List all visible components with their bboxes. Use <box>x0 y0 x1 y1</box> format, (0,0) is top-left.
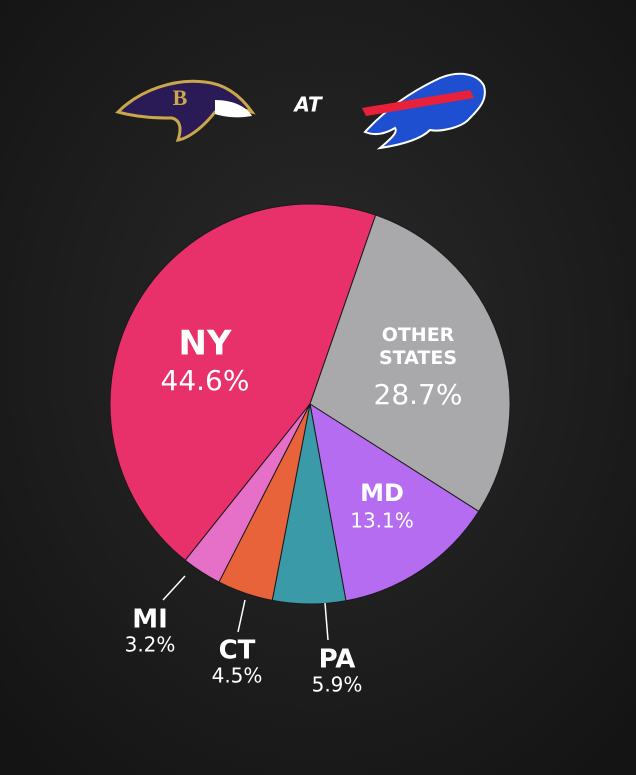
slice-label: OTHER STATES <box>379 324 457 369</box>
pie-slice <box>309 214 511 513</box>
slice-value: 3.2% <box>125 633 176 657</box>
leader-line <box>237 599 246 633</box>
leader-line <box>324 602 329 641</box>
slice-label: NY <box>178 324 231 364</box>
bills-logo <box>362 72 486 150</box>
slice-value: 44.6% <box>161 364 250 397</box>
pie-slice <box>309 402 480 602</box>
pie-slice <box>184 403 311 583</box>
connector: AT <box>292 93 323 117</box>
slice-value: 13.1% <box>350 509 414 533</box>
slice-value: 5.9% <box>312 673 363 697</box>
svg-text:B: B <box>173 85 188 110</box>
ravens-logo: B <box>115 79 256 142</box>
slice-label: MI <box>132 605 168 635</box>
slice-label: MD <box>360 479 404 507</box>
slice-value: 4.5% <box>212 664 263 688</box>
leader-line <box>162 575 186 601</box>
pie-slice <box>109 203 377 562</box>
slice-value: 28.7% <box>374 378 463 411</box>
slice-label: CT <box>219 636 256 666</box>
slice-label: PA <box>319 645 356 675</box>
